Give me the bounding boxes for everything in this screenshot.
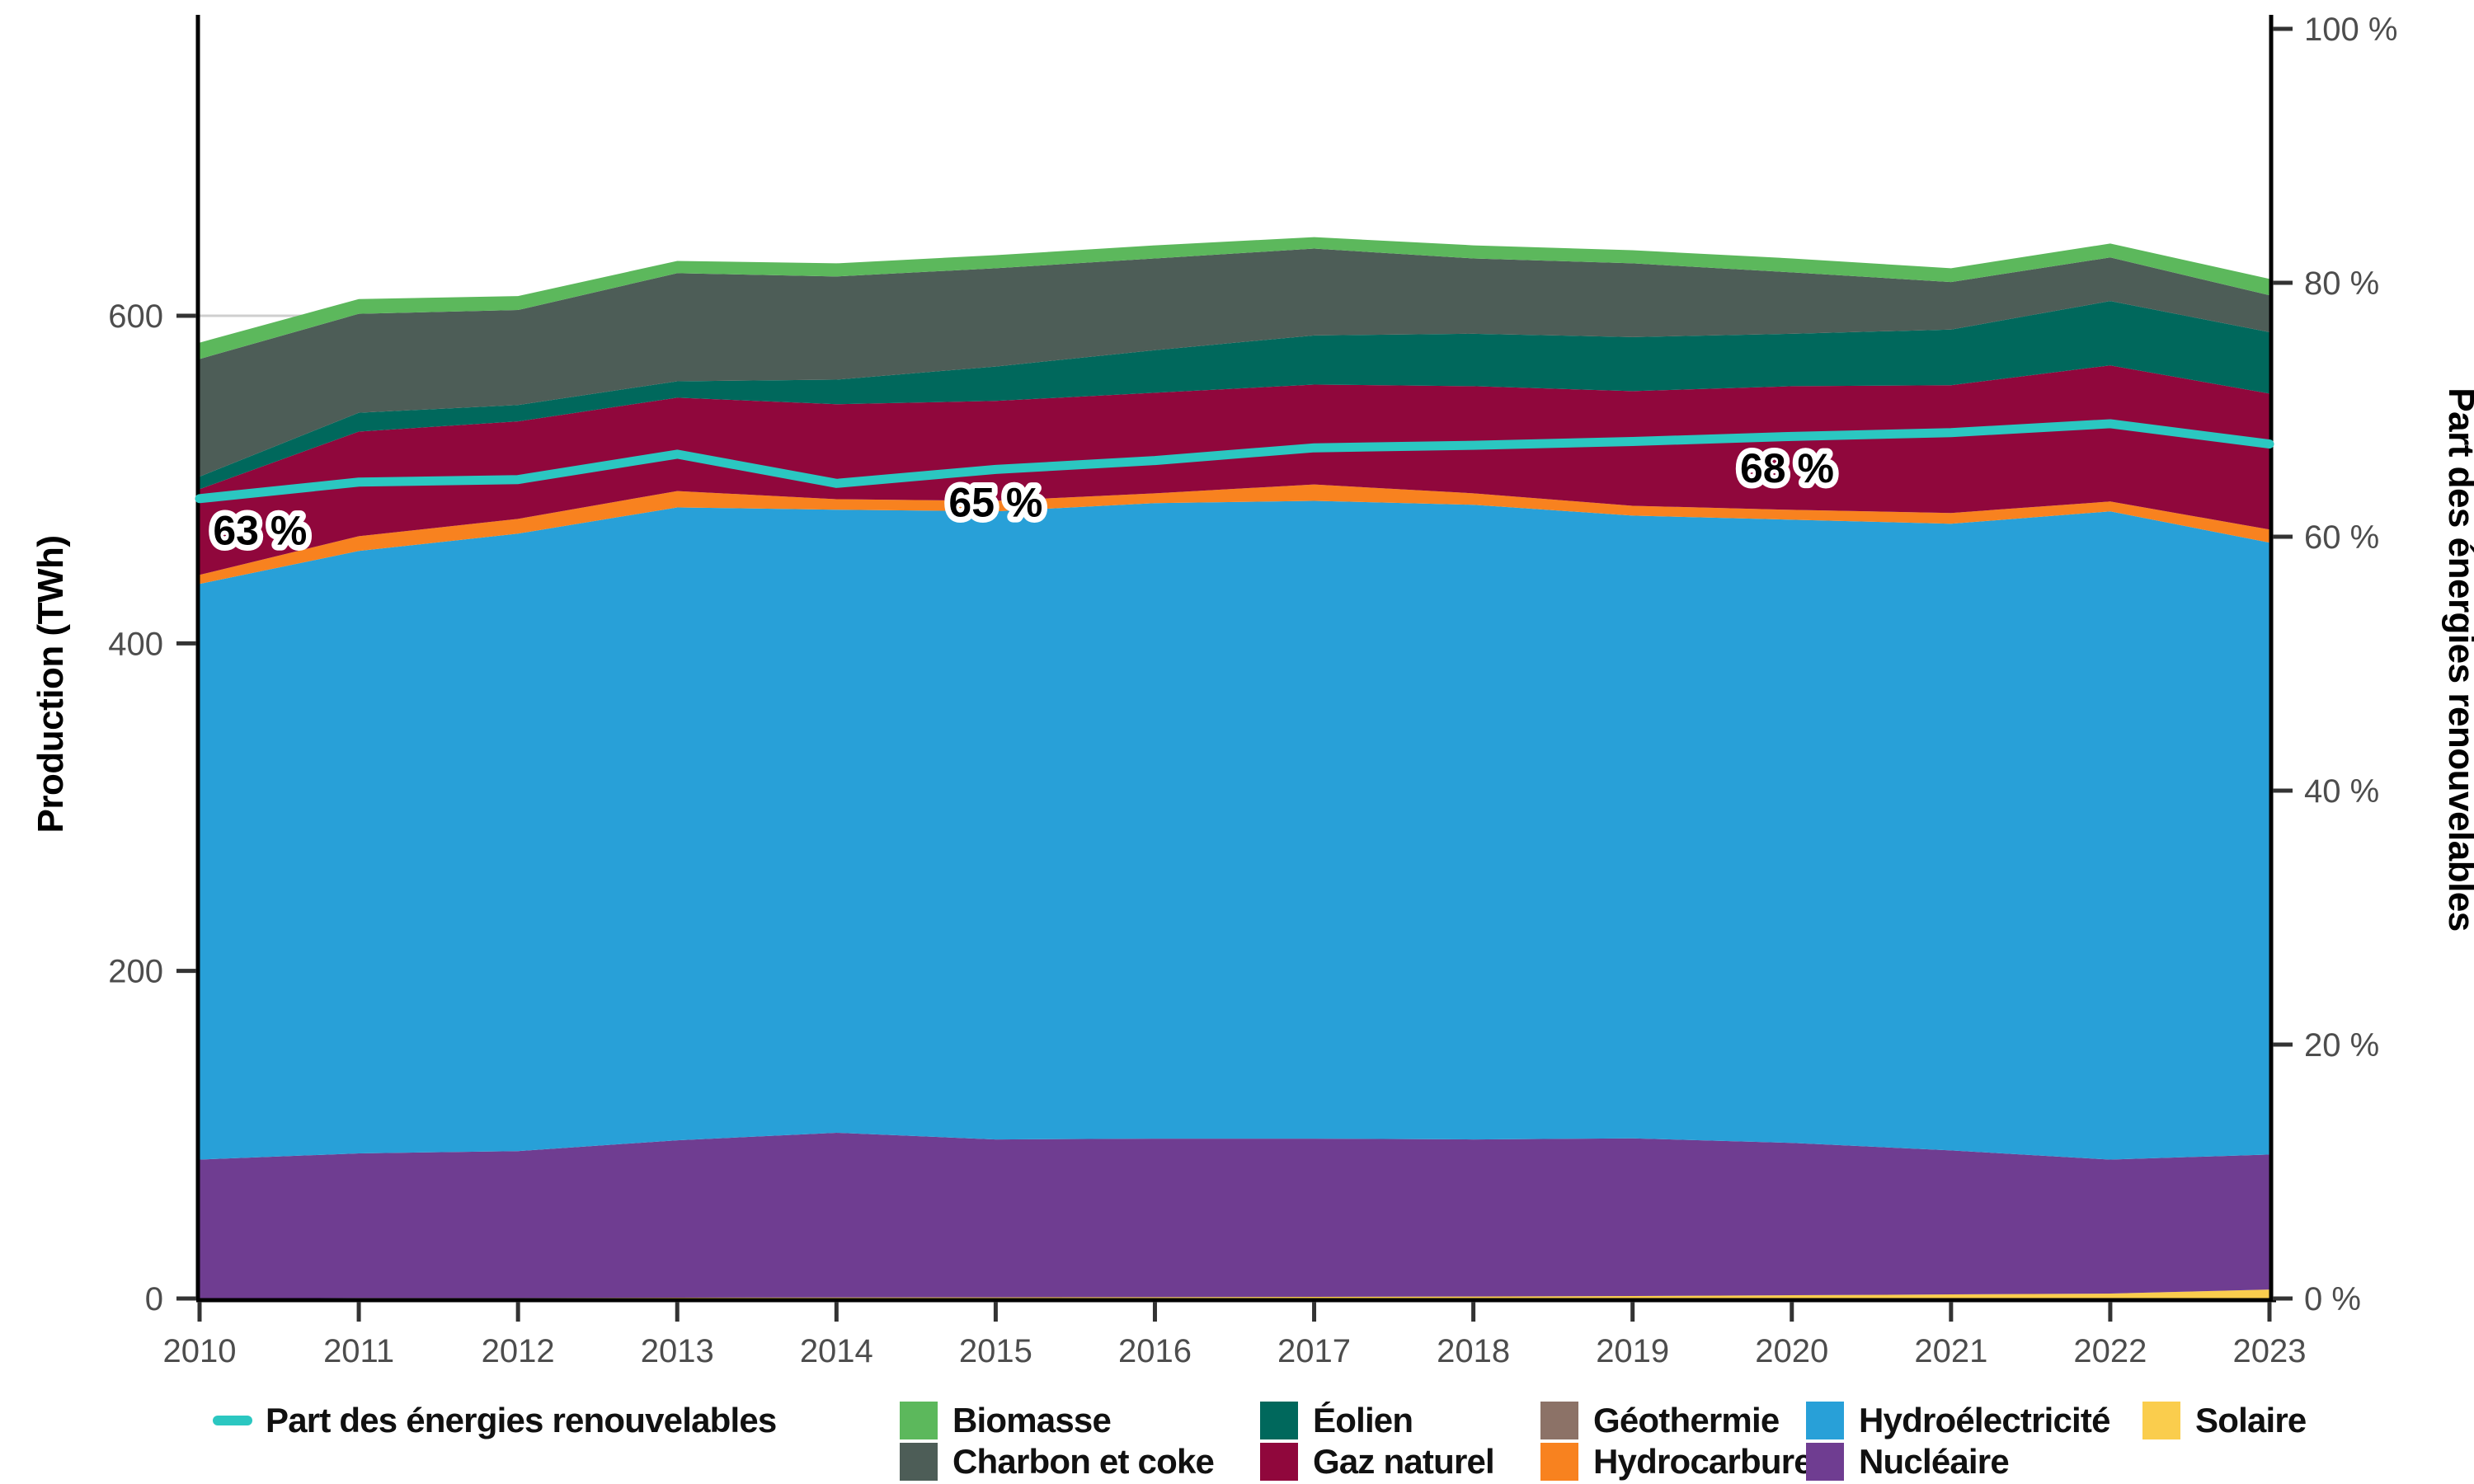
left-axis-title: Production (TWh) xyxy=(31,535,71,834)
tick-label: 2011 xyxy=(323,1333,394,1369)
area-hydrocarbures xyxy=(200,484,2269,585)
tick-label: 2022 xyxy=(2073,1333,2147,1369)
share-annotation: 63 % xyxy=(213,507,307,553)
share-annotation: 68 % xyxy=(1740,445,1834,491)
tick-label: 600 xyxy=(108,298,163,335)
tick-label: 400 xyxy=(108,626,163,662)
area-gaz xyxy=(200,365,2269,575)
tick-label: 60 % xyxy=(2304,519,2379,556)
line-part-renouvelables xyxy=(195,419,2274,504)
tick-label: 2023 xyxy=(2233,1333,2307,1369)
tick-label: 2020 xyxy=(1755,1333,1828,1369)
tick-label: 2017 xyxy=(1277,1333,1351,1369)
tick-label: 2015 xyxy=(959,1333,1032,1369)
tick-label: 80 % xyxy=(2304,265,2379,302)
right-axis-title: Part des énergies renouvelables xyxy=(2441,387,2474,932)
tick-label: 2010 xyxy=(163,1333,237,1369)
tick-label: 2016 xyxy=(1118,1333,1192,1369)
tick-label: 2019 xyxy=(1596,1333,1669,1369)
area-eolien xyxy=(200,301,2269,490)
area-hydroelectricite xyxy=(200,500,2269,1160)
area-biomasse xyxy=(200,237,2269,359)
tick-label: 100 % xyxy=(2304,12,2397,48)
tick-label: 0 % xyxy=(2304,1281,2361,1317)
tick-label: 0 xyxy=(145,1281,163,1317)
tick-label: 2014 xyxy=(800,1333,873,1369)
tick-label: 2013 xyxy=(641,1333,714,1369)
area-solaire xyxy=(200,1289,2269,1298)
tick-label: 2018 xyxy=(1437,1333,1510,1369)
area-nucleaire xyxy=(200,1132,2269,1298)
area-charbon xyxy=(200,248,2269,477)
share-annotation: 65 % xyxy=(948,479,1042,525)
tick-label: 40 % xyxy=(2304,773,2379,810)
tick-label: 2021 xyxy=(1914,1333,1987,1369)
tick-label: 20 % xyxy=(2304,1027,2379,1064)
tick-label: 200 xyxy=(108,954,163,990)
tick-label: 2012 xyxy=(482,1333,555,1369)
